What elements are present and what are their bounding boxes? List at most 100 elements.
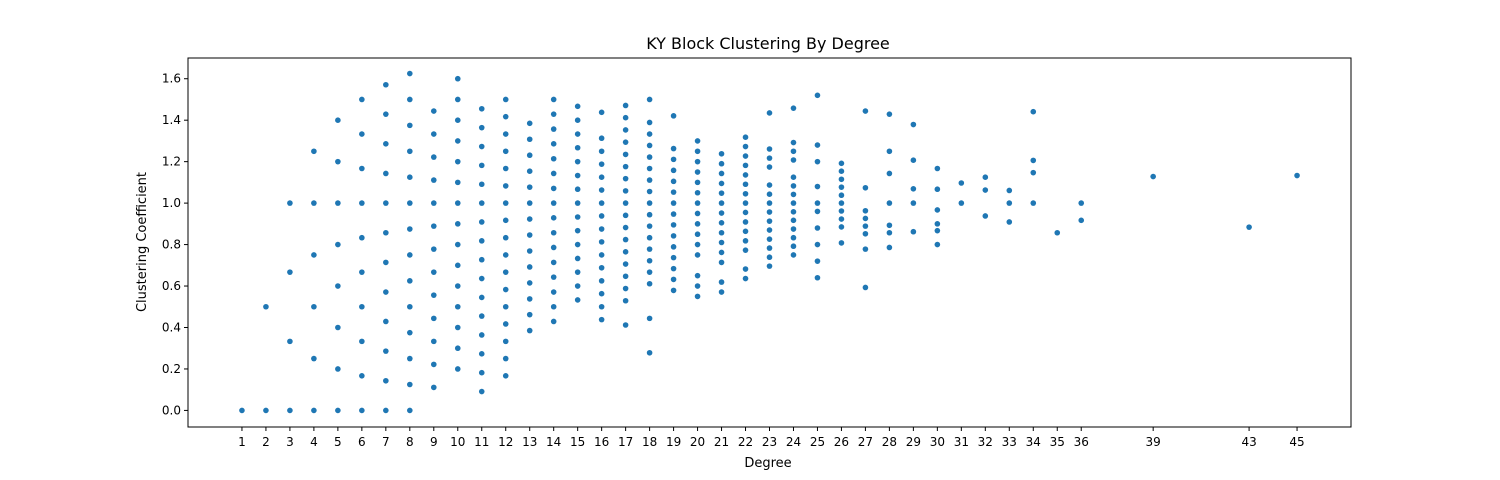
- data-point: [454, 262, 461, 269]
- data-point: [598, 316, 605, 323]
- y-tick-label: 0.2: [162, 362, 181, 376]
- data-point: [622, 175, 629, 182]
- data-point: [910, 157, 917, 163]
- data-point: [383, 348, 389, 354]
- data-point: [814, 241, 821, 248]
- data-point: [263, 303, 269, 310]
- data-point: [622, 322, 629, 328]
- data-point: [359, 96, 365, 103]
- x-tick-label: 32: [978, 435, 993, 449]
- data-point: [1030, 157, 1037, 164]
- data-point: [430, 361, 437, 368]
- data-point: [383, 141, 389, 147]
- data-point: [670, 189, 677, 195]
- x-tick-label: 23: [762, 435, 777, 449]
- data-point: [383, 377, 389, 384]
- data-point: [335, 324, 341, 331]
- data-point: [622, 224, 629, 231]
- data-point: [574, 103, 581, 110]
- x-tick-label: 45: [1289, 435, 1304, 449]
- x-tick-label: 36: [1074, 435, 1089, 449]
- data-point: [430, 200, 437, 206]
- data-point: [646, 119, 653, 126]
- data-point: [383, 318, 389, 325]
- data-point: [478, 219, 485, 225]
- data-point: [790, 174, 797, 180]
- data-point: [766, 254, 773, 261]
- data-point: [574, 227, 581, 234]
- x-tick-label: 29: [906, 435, 921, 449]
- data-point: [1078, 200, 1085, 206]
- data-point: [838, 208, 845, 214]
- data-point: [598, 148, 605, 155]
- data-point: [311, 252, 317, 258]
- data-point: [430, 154, 437, 160]
- y-axis-ticks: 0.0 0.2 0.4 0.6 0.8 1.0 1.2 1.4 1.6: [162, 72, 188, 417]
- data-point: [383, 170, 389, 177]
- data-point: [430, 131, 437, 137]
- data-point: [335, 241, 341, 248]
- data-point: [478, 275, 485, 282]
- data-point: [407, 226, 413, 232]
- data-point: [766, 209, 773, 215]
- data-point: [526, 120, 533, 127]
- data-point: [478, 369, 485, 376]
- data-point: [430, 223, 437, 229]
- x-tick-label: 35: [1050, 435, 1065, 449]
- data-point: [646, 269, 653, 275]
- data-point: [814, 208, 821, 215]
- data-point: [646, 257, 653, 264]
- data-point: [670, 287, 677, 294]
- data-point: [407, 200, 413, 206]
- data-point: [694, 210, 701, 217]
- data-point: [550, 259, 557, 266]
- data-point: [886, 200, 893, 206]
- data-point: [958, 180, 965, 186]
- y-tick-label: 1.6: [162, 72, 181, 86]
- data-point: [910, 228, 917, 235]
- y-tick-label: 0.0: [162, 403, 181, 417]
- x-tick-label: 43: [1241, 435, 1256, 449]
- data-point: [886, 148, 893, 155]
- data-point: [430, 384, 437, 391]
- data-point: [574, 241, 581, 248]
- data-point: [790, 157, 797, 163]
- x-tick-label: 27: [858, 435, 873, 449]
- data-point: [287, 407, 293, 414]
- data-point: [910, 200, 917, 206]
- data-point: [478, 124, 485, 131]
- data-point: [670, 233, 677, 239]
- data-point: [550, 303, 557, 310]
- data-point: [622, 249, 629, 255]
- data-point: [1006, 219, 1013, 225]
- y-axis-label: Clustering Coefficient: [135, 172, 150, 312]
- x-tick-label: 18: [642, 435, 657, 449]
- data-point: [1030, 169, 1037, 176]
- data-point: [526, 264, 533, 270]
- data-point: [502, 269, 509, 275]
- data-point: [502, 321, 509, 327]
- data-point: [598, 187, 605, 193]
- data-points: [239, 70, 1300, 414]
- x-tick-label: 19: [666, 435, 681, 449]
- data-point: [454, 75, 461, 82]
- data-point: [407, 148, 413, 155]
- data-point: [598, 200, 605, 206]
- y-tick-label: 1.0: [162, 196, 181, 210]
- data-point: [766, 191, 773, 197]
- data-point: [814, 200, 821, 206]
- data-point: [550, 215, 557, 221]
- data-point: [646, 188, 653, 195]
- data-point: [598, 290, 605, 297]
- data-point: [718, 249, 725, 256]
- data-point: [1150, 173, 1156, 180]
- data-point: [335, 117, 341, 123]
- data-point: [359, 407, 365, 414]
- data-point: [694, 148, 701, 155]
- data-point: [383, 289, 389, 295]
- data-point: [646, 177, 653, 183]
- x-tick-label: 39: [1146, 435, 1161, 449]
- data-point: [694, 283, 701, 289]
- data-point: [790, 234, 797, 241]
- x-tick-label: 7: [382, 435, 390, 449]
